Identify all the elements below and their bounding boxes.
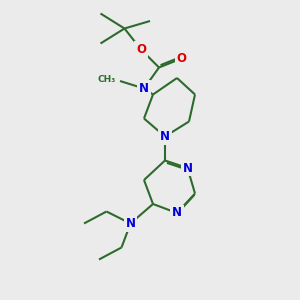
Text: N: N [160, 130, 170, 143]
Text: N: N [125, 217, 136, 230]
Text: N: N [139, 82, 149, 95]
Text: O: O [136, 43, 146, 56]
Text: N: N [172, 206, 182, 220]
Text: N: N [182, 161, 193, 175]
Text: CH₃: CH₃ [97, 75, 116, 84]
Text: O: O [176, 52, 187, 65]
